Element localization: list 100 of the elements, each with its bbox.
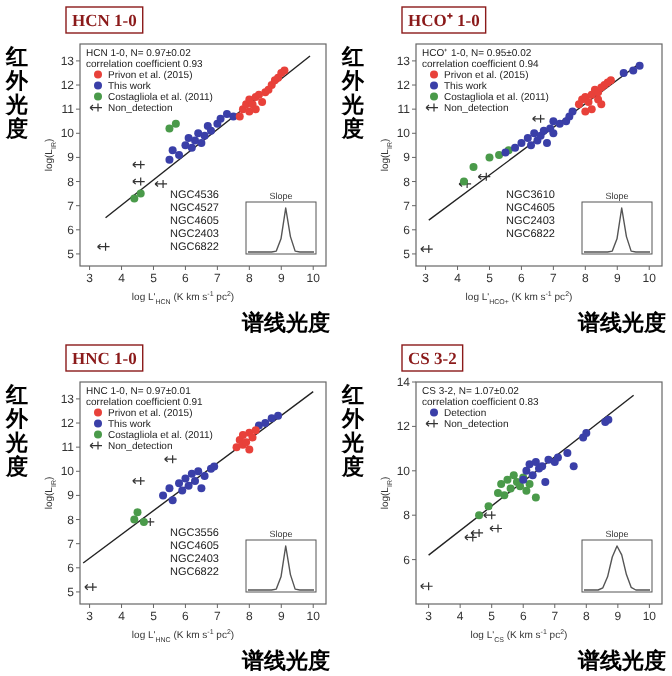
text: 谱线光度: [576, 648, 666, 674]
point: [420, 581, 434, 591]
point: [274, 411, 283, 420]
point: [555, 119, 564, 128]
point: [165, 124, 174, 133]
point: [517, 138, 526, 147]
chart-title: HNC 1-0: [72, 348, 137, 368]
point: [132, 176, 146, 187]
point: [619, 68, 628, 77]
point: [563, 449, 572, 458]
point: [530, 129, 539, 138]
chart-title: HCO⁺ 1-0: [408, 10, 480, 30]
point: [511, 143, 520, 152]
point: [581, 107, 590, 116]
text: 谱线光度: [240, 648, 330, 674]
point: [181, 474, 190, 483]
point: [484, 502, 493, 511]
point: [187, 143, 196, 152]
point: [164, 454, 178, 464]
point: [136, 189, 145, 198]
point: [469, 163, 478, 172]
point: [133, 508, 142, 517]
point: [139, 517, 148, 526]
point: [194, 129, 203, 138]
point: [184, 481, 193, 490]
point: [222, 109, 231, 118]
point: [159, 491, 168, 500]
chart-title: HCN 1-0: [72, 10, 137, 30]
point: [532, 114, 546, 124]
point: [171, 119, 180, 128]
point: [527, 141, 536, 150]
point: [531, 493, 540, 502]
point: [477, 172, 491, 182]
text: 谱线光度: [240, 310, 330, 336]
point: [84, 582, 98, 592]
point: [494, 489, 502, 497]
point: [539, 126, 548, 135]
point: [187, 469, 196, 478]
point: [175, 151, 184, 159]
point: [229, 112, 238, 121]
point: [132, 160, 146, 170]
point: [528, 471, 537, 480]
point: [165, 155, 174, 164]
point: [516, 482, 525, 491]
point: [178, 486, 187, 495]
point: [132, 476, 146, 486]
text: 红外光度: [4, 382, 30, 480]
point: [542, 138, 551, 147]
point: [216, 114, 225, 123]
point: [197, 484, 206, 493]
point: [191, 476, 200, 485]
point: [525, 480, 534, 489]
point: [261, 419, 270, 428]
text: 谱线光度: [576, 310, 666, 336]
point: [522, 486, 531, 495]
text: 红外光度: [340, 382, 366, 480]
point: [245, 445, 254, 454]
point: [235, 112, 244, 121]
point: [165, 484, 174, 493]
point: [503, 475, 512, 484]
point: [168, 146, 177, 155]
point: [485, 153, 494, 162]
point: [168, 496, 177, 505]
point: [522, 466, 531, 475]
point: [420, 244, 434, 254]
point: [245, 107, 254, 116]
point: [568, 107, 577, 116]
point: [475, 511, 484, 520]
point: [130, 515, 139, 524]
point: [544, 455, 553, 464]
point: [597, 100, 606, 109]
point: [200, 472, 209, 481]
point: [464, 532, 478, 542]
point: [248, 433, 257, 442]
point: [587, 105, 596, 114]
text: 红外光度: [4, 44, 30, 142]
point: [509, 471, 518, 480]
point: [258, 97, 267, 106]
point: [130, 194, 139, 203]
point: [500, 491, 509, 500]
point: [470, 528, 484, 538]
point: [523, 134, 532, 143]
point: [497, 480, 506, 489]
point: [531, 457, 540, 466]
point: [191, 136, 200, 145]
text: 红外光度: [340, 44, 366, 142]
point: [489, 523, 503, 534]
point: [549, 129, 558, 138]
point: [251, 105, 260, 114]
point: [483, 510, 497, 520]
point: [629, 66, 638, 75]
point: [495, 151, 504, 159]
point: [181, 141, 190, 150]
point: [197, 138, 206, 147]
point: [251, 426, 260, 435]
point: [506, 484, 515, 493]
point: [635, 61, 644, 70]
point: [200, 131, 209, 140]
chart-title: CS 3-2: [408, 348, 457, 368]
point: [194, 467, 203, 476]
